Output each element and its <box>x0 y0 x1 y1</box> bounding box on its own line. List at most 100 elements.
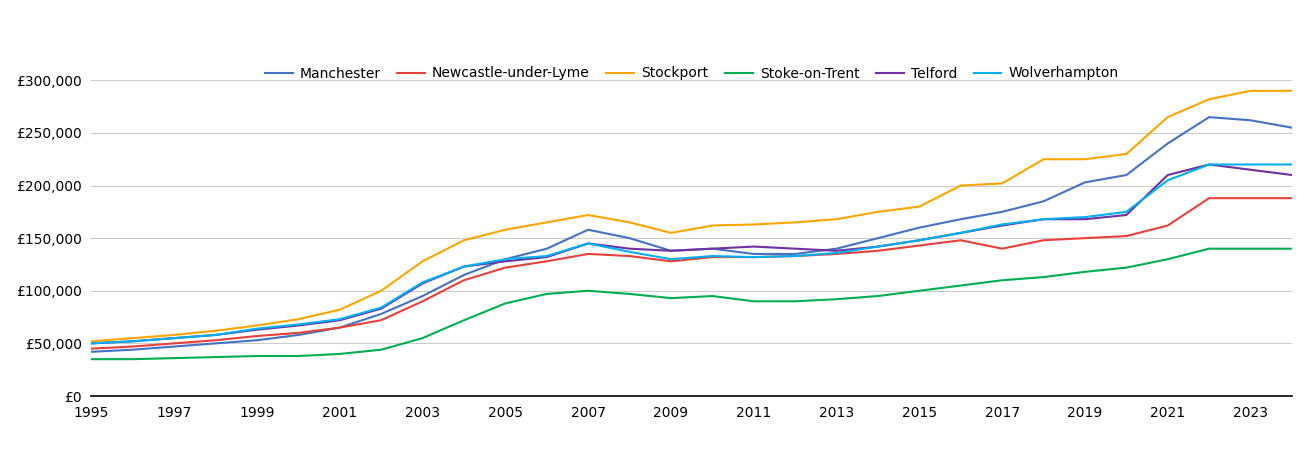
Newcastle-under-Lyme <box>663 259 679 264</box>
Stockport <box>497 227 513 233</box>
Manchester <box>207 341 223 346</box>
Newcastle-under-Lyme <box>497 265 513 270</box>
Stockport <box>1036 157 1052 162</box>
Newcastle-under-Lyme <box>84 346 99 351</box>
Stockport <box>787 220 803 225</box>
Newcastle-under-Lyme <box>291 330 307 336</box>
Manchester <box>911 225 927 230</box>
Stockport <box>457 238 472 243</box>
Stoke-on-Trent <box>166 356 181 361</box>
Manchester <box>1036 198 1052 204</box>
Stoke-on-Trent <box>1160 256 1176 262</box>
Stoke-on-Trent <box>457 318 472 323</box>
Stoke-on-Trent <box>1077 269 1092 274</box>
Stockport <box>746 222 762 227</box>
Stockport <box>953 183 968 188</box>
Newcastle-under-Lyme <box>787 253 803 259</box>
Stoke-on-Trent <box>207 354 223 360</box>
Telford <box>787 246 803 252</box>
Stockport <box>621 220 637 225</box>
Stoke-on-Trent <box>373 347 389 352</box>
Stoke-on-Trent <box>415 335 431 341</box>
Newcastle-under-Lyme <box>581 251 596 256</box>
Manchester <box>1160 141 1176 146</box>
Stoke-on-Trent <box>125 356 141 362</box>
Telford <box>415 281 431 286</box>
Stoke-on-Trent <box>994 278 1010 283</box>
Newcastle-under-Lyme <box>539 259 555 264</box>
Telford <box>207 332 223 338</box>
Stockport <box>249 323 265 328</box>
Wolverhampton <box>207 332 223 338</box>
Stoke-on-Trent <box>249 353 265 359</box>
Stoke-on-Trent <box>1242 246 1258 252</box>
Stockport <box>994 181 1010 186</box>
Stockport <box>1242 88 1258 94</box>
Line: Newcastle-under-Lyme: Newcastle-under-Lyme <box>91 198 1292 349</box>
Stoke-on-Trent <box>746 299 762 304</box>
Wolverhampton <box>1077 214 1092 220</box>
Telford <box>331 318 347 323</box>
Manchester <box>291 332 307 338</box>
Stoke-on-Trent <box>870 293 886 299</box>
Telford <box>621 246 637 252</box>
Stoke-on-Trent <box>331 351 347 356</box>
Newcastle-under-Lyme <box>166 341 181 346</box>
Wolverhampton <box>84 341 99 346</box>
Wolverhampton <box>497 256 513 262</box>
Stockport <box>1077 157 1092 162</box>
Stoke-on-Trent <box>497 301 513 306</box>
Stockport <box>663 230 679 236</box>
Telford <box>373 306 389 311</box>
Telford <box>1036 216 1052 222</box>
Manchester <box>581 227 596 233</box>
Telford <box>1242 167 1258 172</box>
Telford <box>1118 212 1134 218</box>
Telford <box>497 259 513 264</box>
Telford <box>1202 162 1218 167</box>
Manchester <box>373 311 389 317</box>
Wolverhampton <box>705 253 720 259</box>
Line: Wolverhampton: Wolverhampton <box>91 165 1292 343</box>
Wolverhampton <box>125 338 141 344</box>
Stockport <box>911 204 927 209</box>
Newcastle-under-Lyme <box>1118 234 1134 239</box>
Stoke-on-Trent <box>829 297 844 302</box>
Stockport <box>415 259 431 264</box>
Stockport <box>1118 151 1134 157</box>
Stoke-on-Trent <box>1036 274 1052 280</box>
Manchester <box>1242 117 1258 123</box>
Stockport <box>373 288 389 293</box>
Line: Manchester: Manchester <box>91 117 1292 352</box>
Wolverhampton <box>746 254 762 260</box>
Stockport <box>84 338 99 344</box>
Stoke-on-Trent <box>1202 246 1218 252</box>
Telford <box>581 241 596 246</box>
Manchester <box>829 246 844 252</box>
Wolverhampton <box>829 250 844 256</box>
Stockport <box>870 209 886 215</box>
Line: Stoke-on-Trent: Stoke-on-Trent <box>91 249 1292 359</box>
Manchester <box>663 248 679 253</box>
Stockport <box>331 307 347 312</box>
Stockport <box>705 223 720 228</box>
Stockport <box>539 220 555 225</box>
Manchester <box>84 349 99 355</box>
Stockport <box>291 316 307 322</box>
Wolverhampton <box>166 335 181 341</box>
Newcastle-under-Lyme <box>829 251 844 256</box>
Newcastle-under-Lyme <box>705 254 720 260</box>
Newcastle-under-Lyme <box>994 246 1010 252</box>
Stoke-on-Trent <box>1118 265 1134 270</box>
Stoke-on-Trent <box>84 356 99 362</box>
Newcastle-under-Lyme <box>373 318 389 323</box>
Manchester <box>249 338 265 343</box>
Manchester <box>994 209 1010 215</box>
Manchester <box>457 272 472 278</box>
Stoke-on-Trent <box>663 296 679 301</box>
Stockport <box>829 216 844 222</box>
Stoke-on-Trent <box>1284 246 1300 252</box>
Wolverhampton <box>1036 216 1052 222</box>
Manchester <box>1284 125 1300 130</box>
Telford <box>994 223 1010 228</box>
